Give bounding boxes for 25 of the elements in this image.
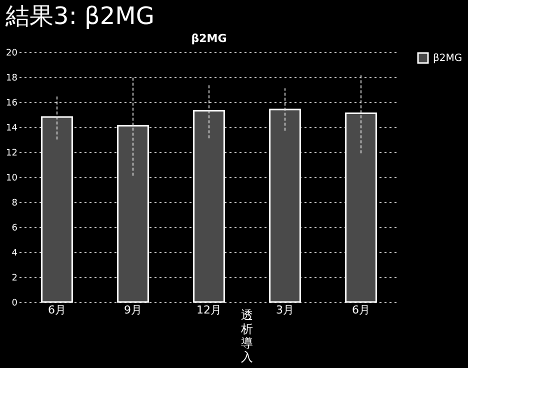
y-tick-label: 14 — [6, 124, 18, 134]
bar — [193, 110, 225, 303]
x-tick-label: 12月 — [196, 304, 222, 316]
y-tick-label: 4 — [12, 248, 18, 258]
bar — [269, 108, 301, 303]
bar — [345, 112, 377, 303]
x-tick-label: 3月 — [276, 304, 294, 316]
bar — [41, 116, 73, 303]
x-tick-label: 6月 — [352, 304, 370, 316]
text: 透析導入 — [240, 308, 253, 364]
x-tick-label: 9月 — [124, 304, 142, 316]
y-tick-label: 12 — [6, 148, 18, 158]
y-tick-label: 6 — [12, 224, 18, 234]
legend-label: β2MG — [433, 53, 462, 64]
y-tick-label: 20 — [6, 48, 18, 58]
y-tick-label: 16 — [6, 98, 18, 108]
x-tick-label: 6月 — [48, 304, 66, 316]
y-tick-label: 0 — [12, 298, 18, 308]
chart-title: 結果3: β2MG — [4, 2, 154, 30]
y-tick-label: 2 — [12, 274, 18, 284]
bar — [117, 125, 149, 303]
y-tick-label: 18 — [6, 74, 18, 84]
y-tick-label: 8 — [12, 198, 18, 208]
y-tick-label: 10 — [6, 174, 18, 184]
chart-subtitle: β2MG — [191, 32, 227, 45]
